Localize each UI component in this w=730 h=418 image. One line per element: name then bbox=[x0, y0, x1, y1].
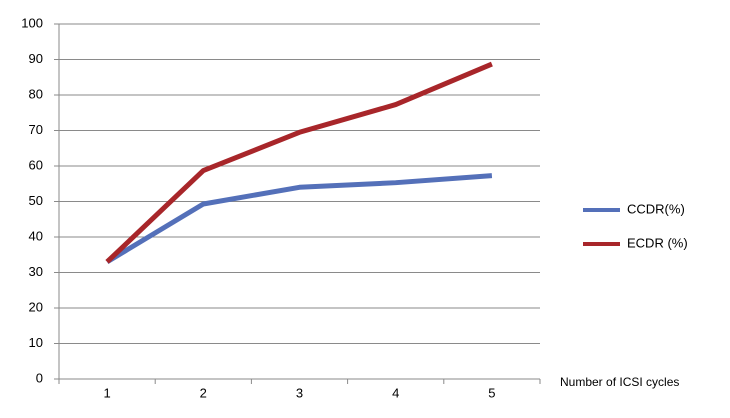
series-line bbox=[105, 61, 493, 264]
y-tick-label: 70 bbox=[29, 122, 43, 137]
x-tick-label: 2 bbox=[200, 385, 207, 400]
y-tick-label: 60 bbox=[29, 157, 43, 172]
x-tick-label: 4 bbox=[392, 385, 399, 400]
series-line bbox=[105, 173, 493, 264]
y-tick-label: 40 bbox=[29, 228, 43, 243]
legend-label: ECDR (%) bbox=[627, 235, 688, 250]
x-tick-label: 3 bbox=[296, 385, 303, 400]
legend-label: CCDR(%) bbox=[627, 201, 685, 216]
x-tick-label: 5 bbox=[488, 385, 495, 400]
y-tick-label: 30 bbox=[29, 264, 43, 279]
y-tick-label: 10 bbox=[29, 335, 43, 350]
y-tick-label: 20 bbox=[29, 299, 43, 314]
y-tick-label: 0 bbox=[36, 370, 43, 385]
y-tick-label: 50 bbox=[29, 193, 43, 208]
y-tick-label: 90 bbox=[29, 51, 43, 66]
y-tick-label: 80 bbox=[29, 86, 43, 101]
x-axis-label: Number of ICSI cycles bbox=[560, 375, 679, 389]
x-tick-label: 1 bbox=[103, 385, 110, 400]
y-tick-label: 100 bbox=[21, 15, 43, 30]
